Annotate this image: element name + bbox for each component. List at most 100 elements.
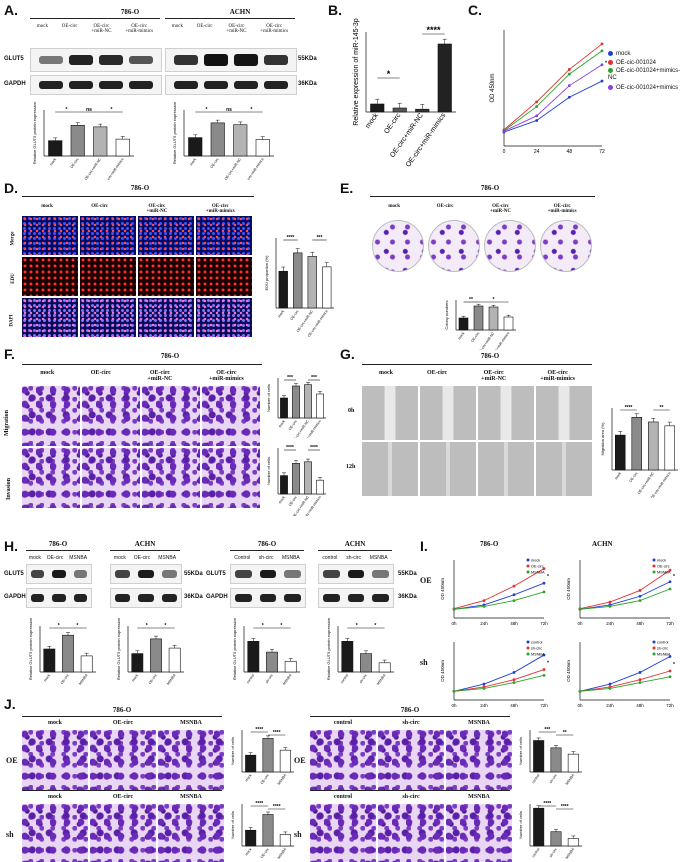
j-transwell-image — [446, 730, 512, 790]
x-tick-label: OE-circ+miR-mimics — [243, 157, 265, 180]
i-cell-achn: ACHN — [592, 540, 613, 548]
j-col-label: MSNBA — [180, 794, 202, 800]
f-transwell-image — [22, 448, 80, 508]
d-micrograph — [138, 257, 194, 296]
x-tick-label: OE-circ — [210, 157, 220, 169]
sig-label: * — [146, 623, 148, 629]
data-point — [668, 568, 672, 572]
y-axis-label: Number of cells — [518, 811, 523, 839]
sig-label: * — [206, 107, 208, 113]
data-point — [638, 589, 642, 592]
series-line — [579, 656, 671, 692]
y-axis-label: OD 450nm — [440, 578, 445, 600]
data-point — [638, 678, 642, 682]
data-point — [512, 671, 516, 674]
bar-control — [533, 740, 545, 773]
sig-label: **** — [273, 804, 281, 810]
h-cell-title: 786-O — [257, 540, 277, 548]
d-col-mock: mock — [41, 204, 53, 209]
e-col-mock: mock — [388, 204, 400, 209]
sig-label: **** — [310, 445, 318, 451]
y-axis-label: Relative GLUT5 protein expression — [28, 618, 33, 680]
x-tick-label: OE-circ — [288, 419, 298, 431]
d-bar-chart: mock OE-circOE-circ+miR-NCOE-circ+miR-mim… — [264, 235, 334, 338]
bar-sh-circ — [550, 831, 562, 847]
y-axis-label: OD 450nm — [566, 660, 571, 682]
h-lane-label: OE-circ — [46, 555, 64, 561]
bar-mock — [280, 475, 288, 495]
x-tick-label: mock — [244, 847, 252, 856]
data-point — [482, 605, 486, 608]
j-transwell-image — [310, 730, 376, 790]
f-transwell-image — [202, 386, 260, 446]
c-line-chart: 0 24 48 72 OD 450nm * — [490, 30, 607, 155]
d-col-nc: OE-circ +miR-NC — [146, 204, 168, 214]
bar-OE-circ — [292, 463, 300, 495]
legend-entry: OE-circ — [526, 564, 544, 569]
panel-i-label: I. — [420, 538, 428, 554]
bar-OE-circ — [262, 738, 274, 773]
bar-OE-circ — [262, 814, 274, 847]
bar-OE-circ — [150, 638, 162, 673]
bar-OE-circ+miR-NC — [233, 124, 248, 157]
d-micrograph — [138, 216, 194, 255]
data-point — [502, 129, 506, 133]
x-tick-label: OE-circ — [288, 495, 298, 507]
svg-text:OE-circ: OE-circ — [657, 565, 670, 569]
x-tick-label: mock — [457, 331, 465, 340]
a-underline-786 — [30, 18, 160, 19]
y-axis-label: Number of cells — [230, 737, 235, 765]
x-tick-label: OE-circ — [290, 309, 300, 321]
i-line-chart-oe-achn: 0h 24h 48h 72h OD 450nm * mock OE-circ MSNBA — [566, 558, 675, 626]
x-tick-label: MSNBA — [78, 673, 89, 686]
f-col-oe: OE-circ — [90, 370, 111, 376]
sig-label: * — [58, 623, 60, 629]
x-tick-label: MSNBA — [282, 673, 293, 686]
y-axis-label: Number of cells — [230, 811, 235, 839]
svg-text:MSNBA: MSNBA — [531, 571, 545, 575]
g-bar-chart: mock OE-circOE-circ+miR-NCOE-circ+miR-mim… — [600, 405, 678, 498]
bar-control — [533, 807, 545, 847]
sig-label: * — [374, 623, 376, 629]
bar-MSNBA — [80, 655, 93, 673]
bar-MSNBA — [279, 834, 291, 847]
f-transwell-image — [142, 448, 200, 508]
x-tick-label: 24h — [480, 621, 488, 626]
bar-OE-circ+miR-mimics — [664, 425, 676, 471]
panel-a-label: A. — [4, 2, 18, 18]
x-tick-label: 24 — [534, 149, 540, 155]
x-tick-label: 48 — [567, 149, 573, 155]
bar-MSNBA — [284, 660, 297, 673]
data-point — [600, 42, 604, 46]
y-axis-label: Relative expression of miR-145-3p — [353, 18, 360, 125]
g-cols: mock OE-circ OE-circ +miR-NC OE-circ +mi… — [362, 370, 592, 382]
data-point — [578, 607, 582, 611]
d-micrograph — [80, 298, 136, 337]
x-tick-label: 48h — [636, 703, 644, 708]
bar-mock — [131, 653, 144, 673]
e-underline — [370, 196, 595, 197]
j-col-label: control — [333, 794, 353, 800]
x-tick-label: control — [531, 847, 540, 858]
data-point — [638, 671, 642, 674]
bar-MSNBA — [279, 749, 291, 773]
h-kda-55-b: 55KDa — [398, 571, 417, 577]
data-point — [567, 84, 571, 88]
x-tick-label: OE-circ+miR-mimics — [103, 157, 125, 180]
bar-OE-circ+miR-mimics — [255, 139, 270, 157]
x-tick-label: mock — [277, 309, 285, 318]
g-wound-image — [420, 386, 476, 440]
sig-label: ns — [86, 107, 92, 113]
i-row-sh: sh — [420, 658, 428, 667]
bar-mock — [614, 434, 626, 471]
h-underline — [26, 550, 90, 551]
sig-label: **** — [426, 25, 441, 35]
f-transwell-image — [142, 386, 200, 446]
j-transwell-image — [90, 804, 156, 862]
i-row-oe: OE — [420, 576, 432, 585]
j-transwell-image — [158, 804, 224, 862]
j-bar-chart: control sh-circ MSNBA Number of cells **** **… — [518, 801, 582, 860]
c-legend-mimics: OE-cic-001024+mimics — [608, 84, 684, 93]
h-row-gapdh: GAPDH — [4, 594, 26, 600]
h-kda-36-a: 36KDa — [184, 594, 203, 600]
